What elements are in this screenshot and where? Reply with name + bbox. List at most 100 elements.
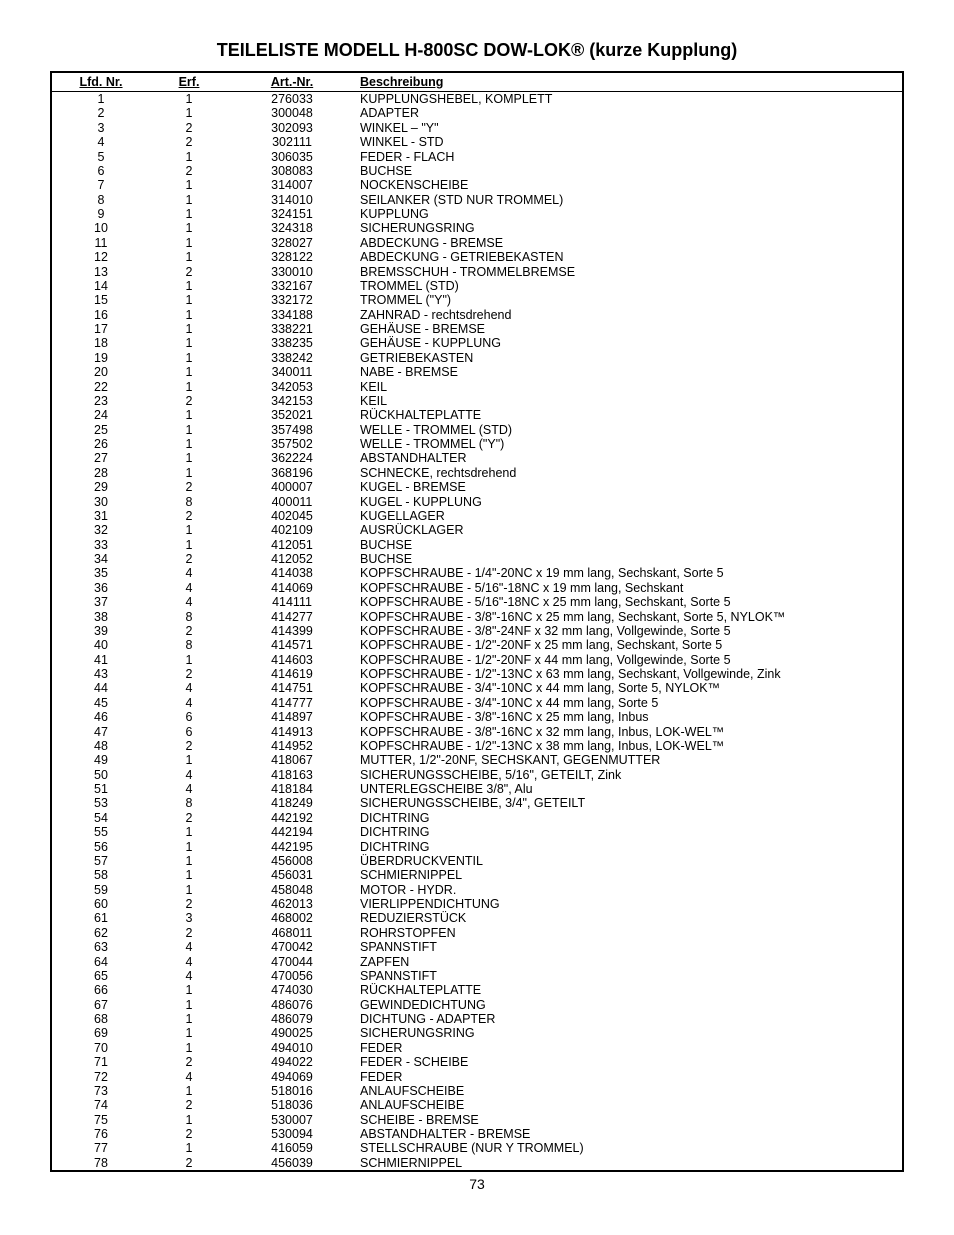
cell-art: 486076	[228, 998, 356, 1012]
cell-desc: DICHTRING	[356, 825, 902, 839]
cell-desc: UNTERLEGSCHEIBE 3/8", Alu	[356, 782, 902, 796]
cell-art: 402045	[228, 509, 356, 523]
cell-desc: RÜCKHALTEPLATTE	[356, 408, 902, 422]
table-row: 654470056SPANNSTIFT	[52, 969, 902, 983]
cell-desc: SICHERUNGSSCHEIBE, 3/4", GETEILT	[356, 796, 902, 810]
cell-art: 332167	[228, 279, 356, 293]
cell-erf: 1	[150, 883, 228, 897]
cell-desc: FEDER - FLACH	[356, 150, 902, 164]
cell-art: 402109	[228, 523, 356, 537]
cell-art: 338221	[228, 322, 356, 336]
cell-art: 302093	[228, 121, 356, 135]
table-row: 271362224ABSTANDHALTER	[52, 451, 902, 465]
cell-desc: VIERLIPPENDICHTUNG	[356, 897, 902, 911]
table-row: 551442194DICHTRING	[52, 825, 902, 839]
cell-lfd: 72	[52, 1070, 150, 1084]
cell-lfd: 58	[52, 868, 150, 882]
table-row: 491418067MUTTER, 1/2"-20NF, SECHSKANT, G…	[52, 753, 902, 767]
cell-desc: FEDER - SCHEIBE	[356, 1055, 902, 1069]
table-row: 634470042SPANNSTIFT	[52, 940, 902, 954]
cell-lfd: 26	[52, 437, 150, 451]
cell-art: 418184	[228, 782, 356, 796]
cell-desc: DICHTRING	[356, 840, 902, 854]
cell-desc: AUSRÜCKLAGER	[356, 523, 902, 537]
cell-desc: ABSTANDHALTER	[356, 451, 902, 465]
cell-art: 328027	[228, 236, 356, 250]
cell-erf: 2	[150, 667, 228, 681]
cell-desc: BREMSSCHUH - TROMMELBREMSE	[356, 265, 902, 279]
cell-art: 338242	[228, 351, 356, 365]
cell-lfd: 44	[52, 681, 150, 695]
table-row: 281368196SCHNECKE, rechtsdrehend	[52, 466, 902, 480]
cell-erf: 1	[150, 380, 228, 394]
cell-lfd: 63	[52, 940, 150, 954]
cell-desc: SCHNECKE, rechtsdrehend	[356, 466, 902, 480]
cell-erf: 1	[150, 854, 228, 868]
cell-erf: 1	[150, 308, 228, 322]
cell-art: 314010	[228, 193, 356, 207]
cell-erf: 1	[150, 437, 228, 451]
table-row: 671486076GEWINDEDICHTUNG	[52, 998, 902, 1012]
cell-erf: 1	[150, 451, 228, 465]
cell-erf: 2	[150, 164, 228, 178]
cell-art: 494022	[228, 1055, 356, 1069]
cell-erf: 1	[150, 1141, 228, 1155]
cell-erf: 2	[150, 1055, 228, 1069]
table-row: 81314010SEILANKER (STD NUR TROMMEL)	[52, 193, 902, 207]
table-row: 432414619KOPFSCHRAUBE - 1/2"-13NC x 63 m…	[52, 667, 902, 681]
cell-erf: 4	[150, 940, 228, 954]
cell-lfd: 8	[52, 193, 150, 207]
cell-desc: WELLE - TROMMEL ("Y")	[356, 437, 902, 451]
cell-lfd: 38	[52, 610, 150, 624]
cell-lfd: 64	[52, 955, 150, 969]
table-row: 121328122ABDECKUNG - GETRIEBEKASTEN	[52, 250, 902, 264]
table-row: 241352021RÜCKHALTEPLATTE	[52, 408, 902, 422]
table-row: 742518036ANLAUFSCHEIBE	[52, 1098, 902, 1112]
table-row: 42302111WINKEL - STD	[52, 135, 902, 149]
cell-lfd: 62	[52, 926, 150, 940]
table-row: 51306035FEDER - FLACH	[52, 150, 902, 164]
table-header-row: Lfd. Nr. Erf. Art.-Nr. Beschreibung	[52, 73, 902, 92]
cell-desc: GEHÄUSE - KUPPLUNG	[356, 336, 902, 350]
table-row: 101324318SICHERUNGSRING	[52, 221, 902, 235]
cell-erf: 2	[150, 811, 228, 825]
table-row: 731518016ANLAUFSCHEIBE	[52, 1084, 902, 1098]
page-number: 73	[50, 1176, 904, 1192]
cell-desc: FEDER	[356, 1070, 902, 1084]
cell-desc: KOPFSCHRAUBE - 1/2"-13NC x 63 mm lang, S…	[356, 667, 902, 681]
cell-desc: KOPFSCHRAUBE - 1/4"-20NC x 19 mm lang, S…	[356, 566, 902, 580]
cell-desc: STELLSCHRAUBE (NUR Y TROMMEL)	[356, 1141, 902, 1155]
cell-desc: BUCHSE	[356, 552, 902, 566]
cell-lfd: 7	[52, 178, 150, 192]
cell-desc: SPANNSTIFT	[356, 969, 902, 983]
cell-lfd: 30	[52, 495, 150, 509]
cell-erf: 4	[150, 782, 228, 796]
table-row: 161334188ZAHNRAD - rechtsdrehend	[52, 308, 902, 322]
cell-art: 414038	[228, 566, 356, 580]
cell-lfd: 69	[52, 1026, 150, 1040]
table-row: 32302093WINKEL – "Y"	[52, 121, 902, 135]
table-row: 261357502WELLE - TROMMEL ("Y")	[52, 437, 902, 451]
table-row: 476414913KOPFSCHRAUBE - 3/8"-16NC x 32 m…	[52, 725, 902, 739]
cell-lfd: 10	[52, 221, 150, 235]
page-title: TEILELISTE MODELL H-800SC DOW-LOK® (kurz…	[50, 40, 904, 61]
cell-erf: 4	[150, 581, 228, 595]
cell-lfd: 16	[52, 308, 150, 322]
table-row: 21300048ADAPTER	[52, 106, 902, 120]
cell-art: 518036	[228, 1098, 356, 1112]
cell-lfd: 45	[52, 696, 150, 710]
cell-lfd: 22	[52, 380, 150, 394]
cell-lfd: 48	[52, 739, 150, 753]
cell-art: 468011	[228, 926, 356, 940]
cell-art: 414777	[228, 696, 356, 710]
table-row: 771416059STELLSCHRAUBE (NUR Y TROMMEL)	[52, 1141, 902, 1155]
cell-desc: GETRIEBEKASTEN	[356, 351, 902, 365]
cell-erf: 1	[150, 868, 228, 882]
cell-lfd: 47	[52, 725, 150, 739]
cell-lfd: 49	[52, 753, 150, 767]
cell-lfd: 2	[52, 106, 150, 120]
table-row: 91324151KUPPLUNG	[52, 207, 902, 221]
cell-lfd: 14	[52, 279, 150, 293]
cell-art: 340011	[228, 365, 356, 379]
cell-desc: MUTTER, 1/2"-20NF, SECHSKANT, GEGENMUTTE…	[356, 753, 902, 767]
